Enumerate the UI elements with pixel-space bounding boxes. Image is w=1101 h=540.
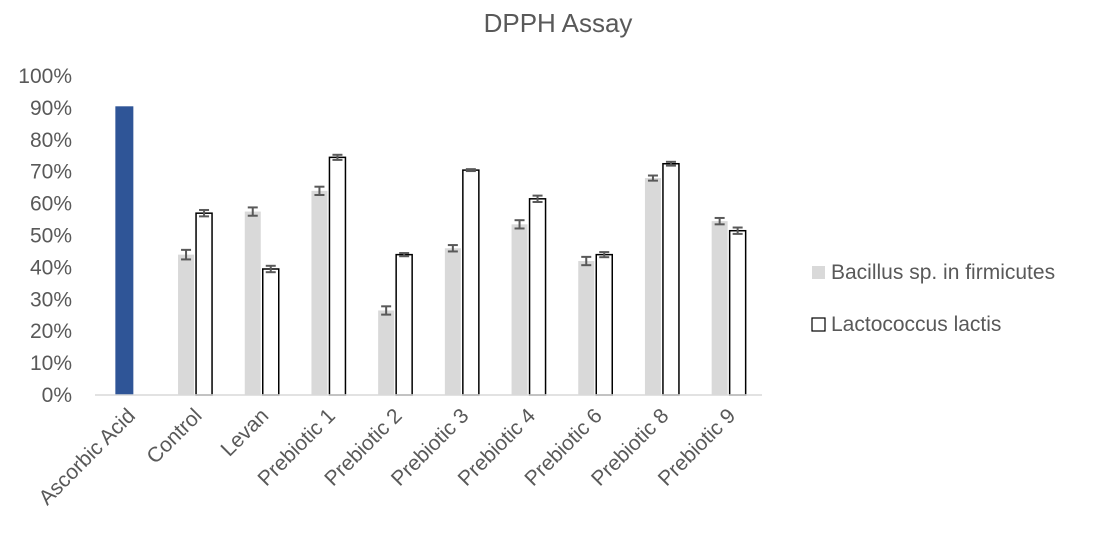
bar-lactococcus [528, 198, 547, 396]
bar-bacillus [711, 221, 728, 395]
y-tick-label: 100% [18, 65, 72, 88]
y-tick-label: 40% [30, 256, 72, 279]
y-tick-label: 10% [30, 352, 72, 375]
x-tick-label: Ascorbic Acid [34, 404, 139, 509]
y-tick-label: 60% [30, 193, 72, 216]
bar-ascorbic-acid [115, 106, 134, 396]
chart-title: DPPH Assay [484, 8, 633, 38]
bar-bacillus [378, 310, 395, 395]
bar-bacillus [178, 254, 195, 395]
bar-bacillus [511, 224, 528, 395]
legend-swatch [812, 266, 825, 279]
bar-bacillus [244, 211, 261, 395]
y-tick-label: 0% [42, 384, 72, 407]
bar-lactococcus [595, 253, 613, 396]
legend: Bacillus sp. in firmicutes Lactococcus la… [811, 261, 1055, 336]
y-tick-label: 50% [30, 225, 72, 248]
legend-label: Lactococcus lactis [831, 313, 1001, 336]
x-tick-label: Levan [217, 404, 274, 461]
bar-lactococcus [195, 212, 213, 396]
plot-area [115, 106, 747, 396]
bar-bacillus [311, 190, 328, 395]
bar-lactococcus [728, 229, 747, 396]
y-tick-label: 30% [30, 288, 72, 311]
y-tick-label: 80% [30, 129, 72, 152]
bar-lactococcus [395, 253, 413, 396]
y-tick-label: 70% [30, 161, 72, 184]
bar-lactococcus [662, 162, 680, 396]
bar-lactococcus [328, 156, 347, 396]
y-tick-label: 20% [30, 320, 72, 343]
bar-bacillus [578, 261, 595, 395]
bar-bacillus [444, 248, 461, 395]
bar-bacillus [644, 178, 661, 395]
legend-label: Bacillus sp. in firmicutes [831, 261, 1055, 284]
x-tick-label: Control [142, 404, 206, 468]
bar-lactococcus [262, 268, 280, 396]
bar-lactococcus [462, 169, 480, 396]
legend-swatch [811, 317, 826, 332]
y-tick-label: 90% [30, 97, 72, 120]
y-axis: 0% 10% 20% 30% 40% 50% 60% 70% 80% 90% 100% [18, 65, 72, 407]
